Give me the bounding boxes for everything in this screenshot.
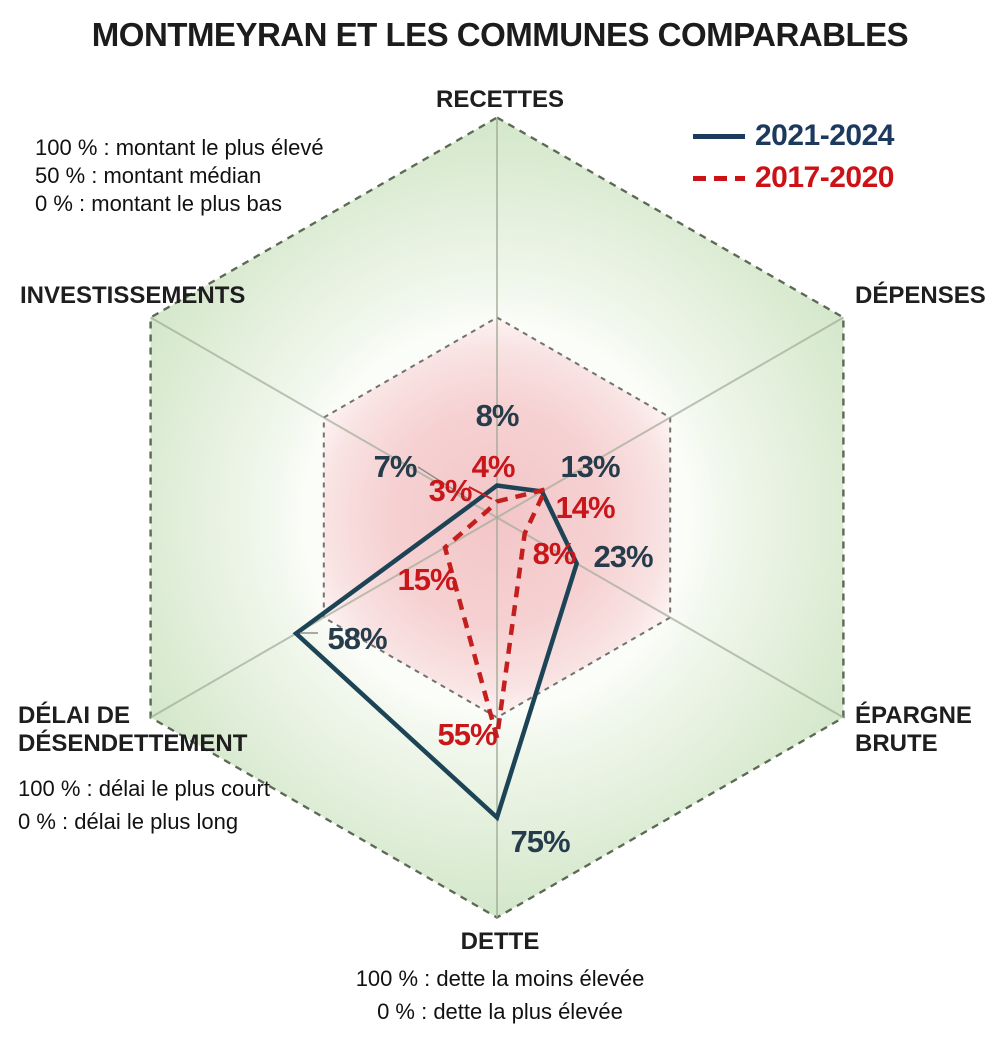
value-label-2021-2024-DÉPENSES: 13% — [560, 449, 619, 484]
legend-item-2021-2024: 2021-2024 — [693, 118, 894, 154]
value-label-2021-2024-DETTE: 75% — [510, 824, 569, 859]
leader-line — [417, 466, 471, 501]
scale-note-dette: 100 % : dette la moins élevée 0 % : dett… — [0, 962, 1000, 1028]
axis-label-line: DÉLAI DE — [18, 702, 131, 729]
legend-label-2021-2024: 2021-2024 — [755, 119, 894, 152]
page-title: MONTMEYRAN ET LES COMMUNES COMPARABLES — [91, 16, 909, 53]
axis-line-4 — [150, 516, 498, 719]
value-label-2017-2020-DETTE: 55% — [437, 717, 496, 752]
axis-label-investissements: INVESTISSEMENTS — [20, 282, 246, 309]
axis-label-dette: DETTE — [460, 928, 540, 955]
note-line: 100 % : dette la moins élevée — [355, 966, 645, 991]
series-polygon-2017-2020 — [442, 486, 550, 739]
axis-line-5 — [150, 316, 498, 519]
legend-label-2017-2020: 2017-2020 — [755, 161, 894, 194]
note-line: 100 % : montant le plus élevé — [35, 135, 324, 160]
value-label-2017-2020-DÉPENSES: 14% — [555, 490, 614, 525]
axis-label-line: ÉPARGNE — [855, 702, 972, 729]
axis-label-epargne-brute: ÉPARGNE BRUTE — [855, 702, 972, 758]
axis-line-1 — [496, 316, 844, 519]
value-label-2021-2024-INVESTISSEMENTS: 7% — [374, 449, 417, 484]
leader-line — [468, 486, 493, 500]
note-line: 0 % : dette la plus élevée — [377, 999, 623, 1024]
dashed-line-icon — [693, 175, 745, 181]
value-label-2017-2020-ÉPARGNE BRUTE: 8% — [533, 536, 576, 571]
axis-label-recettes: RECETTES — [435, 86, 564, 113]
value-label-2021-2024-DÉLAI DE DÉSENDETTEMENT: 58% — [327, 621, 386, 656]
note-line: 50 % : montant médian — [35, 163, 262, 188]
value-label-2017-2020-INVESTISSEMENTS: 3% — [429, 473, 472, 508]
chart-legend: 2021-2024 2017-2020 — [693, 118, 894, 202]
axis-label-line: BRUTE — [855, 730, 938, 757]
note-line: 0 % : délai le plus long — [18, 809, 239, 834]
value-label-2021-2024-RECETTES: 8% — [476, 398, 519, 433]
legend-item-2017-2020: 2017-2020 — [693, 160, 894, 196]
scale-note-montant: 100 % : montant le plus élevé 50 % : mon… — [35, 134, 324, 218]
scale-note-delai: 100 % : délai le plus court 0 % : délai … — [18, 772, 270, 838]
value-label-2017-2020-RECETTES: 4% — [472, 449, 515, 484]
axis-label-delai-desendettement: DÉLAI DE DÉSENDETTEMENT — [18, 702, 247, 758]
axis-line-2 — [496, 516, 844, 719]
note-line: 0 % : montant le plus bas — [35, 191, 283, 216]
axis-label-line: DÉSENDETTEMENT — [18, 730, 248, 757]
value-label-2017-2020-DÉLAI DE DÉSENDETTEMENT: 15% — [397, 562, 456, 597]
note-line: 100 % : délai le plus court — [18, 776, 270, 801]
solid-line-icon — [693, 133, 745, 139]
value-label-2021-2024-ÉPARGNE BRUTE: 23% — [593, 539, 652, 574]
axis-label-depenses: DÉPENSES — [855, 282, 986, 309]
